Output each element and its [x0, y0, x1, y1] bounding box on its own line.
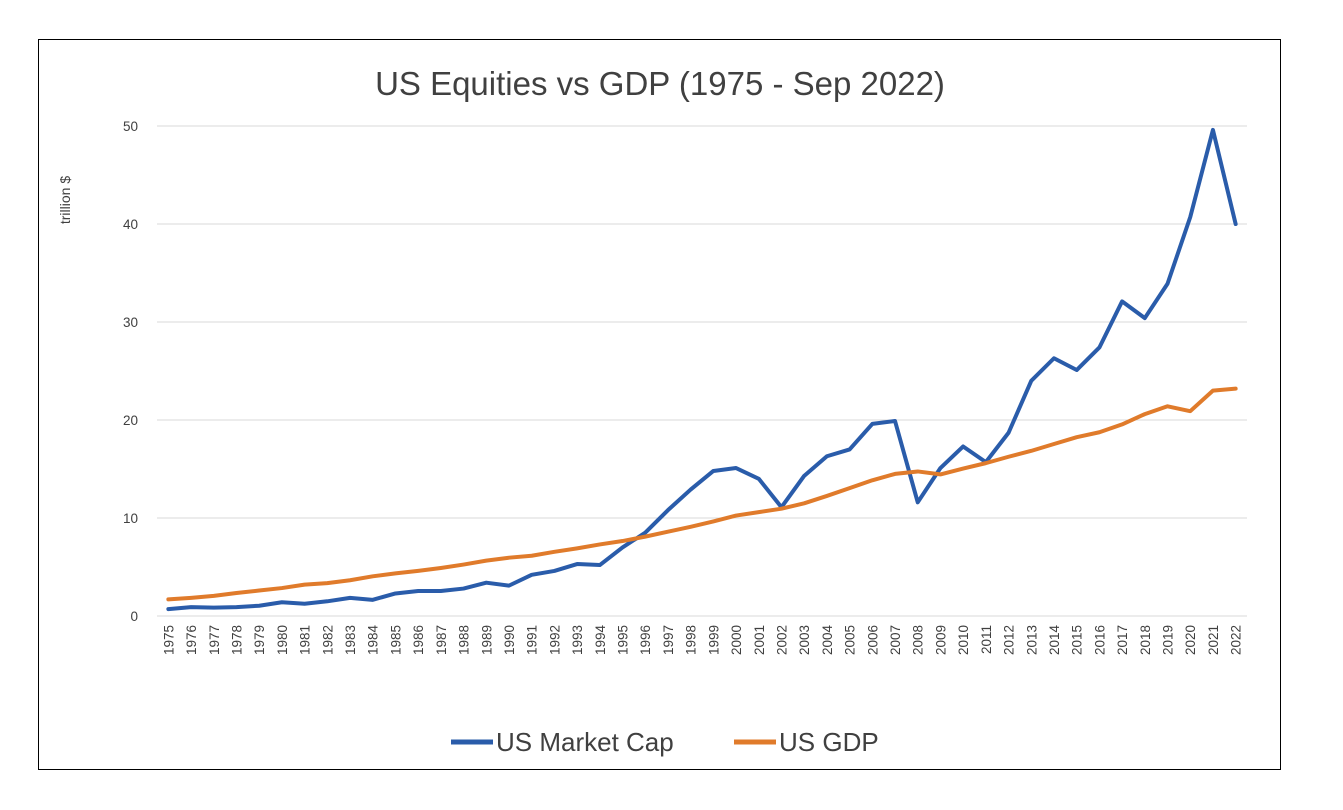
x-tick-label: 1985	[388, 625, 403, 655]
x-tick-label: 1998	[684, 625, 699, 655]
series-line-us-market-cap	[166, 127, 1238, 612]
x-tick-label: 2017	[1115, 625, 1130, 655]
x-tick-label: 2005	[843, 625, 858, 655]
x-tick-label: 1990	[502, 625, 517, 655]
x-tick-label: 1978	[229, 625, 244, 655]
x-tick-label: 2009	[933, 625, 948, 655]
x-tick-label: 1977	[207, 625, 222, 655]
x-tick-label: 1981	[298, 625, 313, 655]
x-tick-label: 2016	[1092, 625, 1107, 655]
x-tick-label: 1986	[411, 625, 426, 655]
x-tick-label: 1975	[161, 625, 176, 655]
legend-label-gdp: US GDP	[779, 727, 879, 757]
x-tick-label: 1988	[457, 625, 472, 655]
x-tick-label: 1996	[638, 625, 653, 655]
grid-layer	[157, 125, 1247, 617]
legend: US Market Cap US GDP	[451, 727, 879, 757]
legend-label-market-cap: US Market Cap	[496, 727, 674, 757]
x-tick-label: 2004	[820, 625, 835, 656]
x-tick-label: 1983	[343, 625, 358, 655]
y-tick-label: 20	[123, 413, 138, 428]
x-tick-label: 1984	[366, 625, 381, 656]
x-tick-label: 2013	[1024, 625, 1039, 655]
x-tick-label: 2011	[979, 625, 994, 654]
x-tick-label: 1992	[547, 625, 562, 655]
x-tick-label: 1989	[479, 625, 494, 655]
y-tick-label: 0	[130, 609, 138, 624]
x-tick-label: 1991	[525, 625, 540, 655]
x-tick-label: 2000	[729, 625, 744, 655]
x-tick-label: 2008	[911, 625, 926, 655]
chart-title: US Equities vs GDP (1975 - Sep 2022)	[375, 65, 945, 102]
x-tick-label: 2012	[1002, 625, 1017, 655]
x-tick-label: 1979	[252, 625, 267, 655]
y-tick-label: 40	[123, 217, 138, 232]
y-tick-labels: 0 10 20 30 40 50	[123, 119, 138, 624]
series-layer	[166, 127, 1238, 612]
x-tick-label: 2021	[1206, 625, 1221, 655]
chart-svg: US Equities vs GDP (1975 - Sep 2022) tri…	[57, 65, 1247, 757]
x-tick-label: 1994	[593, 625, 608, 656]
y-axis-title: trillion $	[57, 176, 73, 224]
x-tick-label: 2003	[797, 625, 812, 655]
x-tick-label: 1976	[184, 625, 199, 655]
x-tick-label: 1995	[616, 625, 631, 655]
x-tick-label: 2014	[1047, 625, 1062, 656]
x-tick-label: 2002	[774, 625, 789, 655]
x-tick-label: 2020	[1183, 625, 1198, 655]
x-tick-label: 1987	[434, 625, 449, 655]
x-tick-label: 2006	[865, 625, 880, 655]
x-tick-label: 2018	[1138, 625, 1153, 655]
x-tick-label: 2007	[888, 625, 903, 655]
y-tick-label: 50	[123, 119, 138, 134]
x-tick-label: 1980	[275, 625, 290, 655]
x-tick-label: 2010	[956, 625, 971, 655]
x-tick-labels: 1975 1976 1977 1978 1979 1980 1981 1982 1983 1984…	[161, 625, 1243, 656]
chart-frame: US Equities vs GDP (1975 - Sep 2022) tri…	[38, 39, 1281, 770]
x-tick-label: 1997	[661, 625, 676, 655]
x-tick-label: 2015	[1070, 625, 1085, 655]
y-tick-label: 10	[123, 511, 138, 526]
x-tick-label: 1999	[706, 625, 721, 655]
x-tick-label: 2022	[1229, 625, 1244, 655]
x-tick-label: 1993	[570, 625, 585, 655]
y-tick-label: 30	[123, 315, 138, 330]
series-line-us-gdp	[166, 386, 1238, 602]
x-tick-label: 2019	[1161, 625, 1176, 655]
x-tick-label: 2001	[752, 625, 767, 655]
x-tick-label: 1982	[320, 625, 335, 655]
